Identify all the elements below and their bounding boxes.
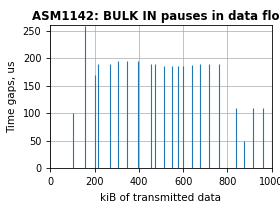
Title: ASM1142: BULK IN pauses in data flow: ASM1142: BULK IN pauses in data flow — [32, 10, 280, 23]
X-axis label: kiB of transmitted data: kiB of transmitted data — [101, 193, 221, 203]
Y-axis label: Time gaps, us: Time gaps, us — [7, 60, 17, 133]
